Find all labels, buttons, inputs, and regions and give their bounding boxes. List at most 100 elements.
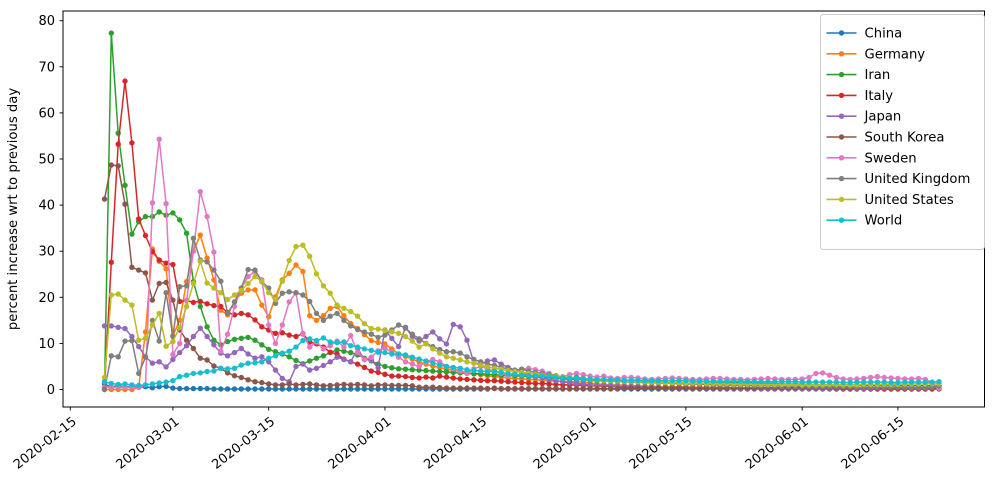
data-point — [519, 379, 525, 386]
data-point — [628, 385, 634, 391]
data-point — [272, 353, 279, 359]
data-point — [142, 354, 149, 360]
data-point — [744, 379, 751, 385]
data-point — [142, 382, 149, 388]
data-point — [136, 343, 142, 350]
data-point — [252, 317, 258, 323]
data-point — [478, 362, 484, 368]
data-point — [484, 385, 491, 392]
legend-label: United States — [865, 193, 954, 208]
series-italy — [101, 78, 942, 392]
data-point — [409, 331, 415, 337]
data-point — [813, 379, 819, 385]
data-point — [224, 331, 231, 337]
data-point — [156, 280, 162, 287]
data-point — [231, 349, 238, 356]
legend-label: Iran — [865, 68, 891, 83]
data-point — [156, 380, 162, 386]
data-point — [915, 379, 922, 385]
data-point — [231, 365, 238, 371]
data-point — [259, 278, 265, 284]
data-point — [211, 302, 217, 309]
data-point — [737, 378, 744, 384]
data-point — [218, 278, 224, 284]
data-point — [300, 268, 306, 275]
data-point — [300, 292, 306, 298]
data-point — [382, 371, 388, 377]
data-point — [614, 385, 621, 392]
data-point — [320, 283, 327, 289]
data-point — [204, 280, 210, 286]
data-point — [259, 354, 265, 360]
data-point — [341, 305, 347, 312]
data-point — [655, 385, 662, 391]
data-point — [197, 232, 203, 238]
data-point — [334, 310, 340, 317]
data-point — [101, 196, 108, 202]
data-point — [430, 375, 436, 381]
data-point — [696, 378, 703, 384]
data-point — [430, 360, 436, 366]
data-point — [594, 385, 600, 392]
data-point — [416, 336, 422, 342]
data-point — [430, 346, 436, 352]
data-point — [512, 385, 518, 392]
data-point — [313, 386, 320, 392]
data-point — [922, 379, 928, 385]
data-point — [717, 378, 723, 384]
data-point — [457, 350, 463, 356]
data-point — [402, 359, 409, 365]
data-point — [512, 379, 518, 385]
data-point — [320, 353, 327, 359]
data-point — [560, 375, 566, 381]
data-point — [341, 356, 347, 363]
data-point — [101, 379, 108, 385]
data-point — [259, 302, 265, 308]
data-point — [785, 379, 792, 385]
data-point — [690, 378, 696, 384]
data-point — [156, 338, 162, 344]
data-point — [690, 385, 696, 391]
data-point — [491, 357, 498, 363]
data-point — [553, 374, 559, 381]
legend-item-united-kingdom: United Kingdom — [826, 172, 970, 187]
data-point — [197, 370, 203, 376]
data-point — [136, 382, 142, 389]
data-point — [252, 287, 258, 293]
data-point — [286, 354, 292, 360]
data-point — [122, 297, 128, 303]
data-point — [430, 329, 436, 335]
data-point — [170, 261, 176, 268]
data-point — [382, 327, 388, 334]
data-point — [416, 384, 422, 390]
data-point — [279, 350, 285, 356]
data-point — [402, 352, 409, 358]
data-point — [820, 370, 826, 376]
data-point — [375, 326, 381, 332]
data-point — [724, 378, 730, 384]
data-point — [238, 345, 244, 352]
data-point — [177, 284, 183, 290]
legend-label: Sweden — [865, 151, 917, 166]
data-point — [224, 386, 231, 392]
data-point — [348, 349, 354, 356]
legend-marker-icon — [838, 217, 845, 223]
data-point — [491, 378, 498, 384]
data-point — [539, 373, 545, 379]
data-point — [136, 216, 142, 222]
y-tick-label: 0 — [47, 383, 55, 398]
data-point — [840, 379, 846, 386]
data-point — [368, 383, 374, 389]
legend-marker-icon — [838, 71, 845, 78]
data-point — [389, 373, 395, 379]
data-point — [450, 375, 456, 381]
data-point — [300, 361, 306, 367]
data-point — [895, 379, 901, 386]
data-point — [402, 382, 409, 389]
data-point — [382, 341, 388, 347]
data-point — [252, 379, 258, 385]
data-point — [471, 367, 477, 374]
data-point — [129, 333, 135, 340]
data-point — [231, 299, 238, 305]
data-point — [437, 362, 443, 368]
